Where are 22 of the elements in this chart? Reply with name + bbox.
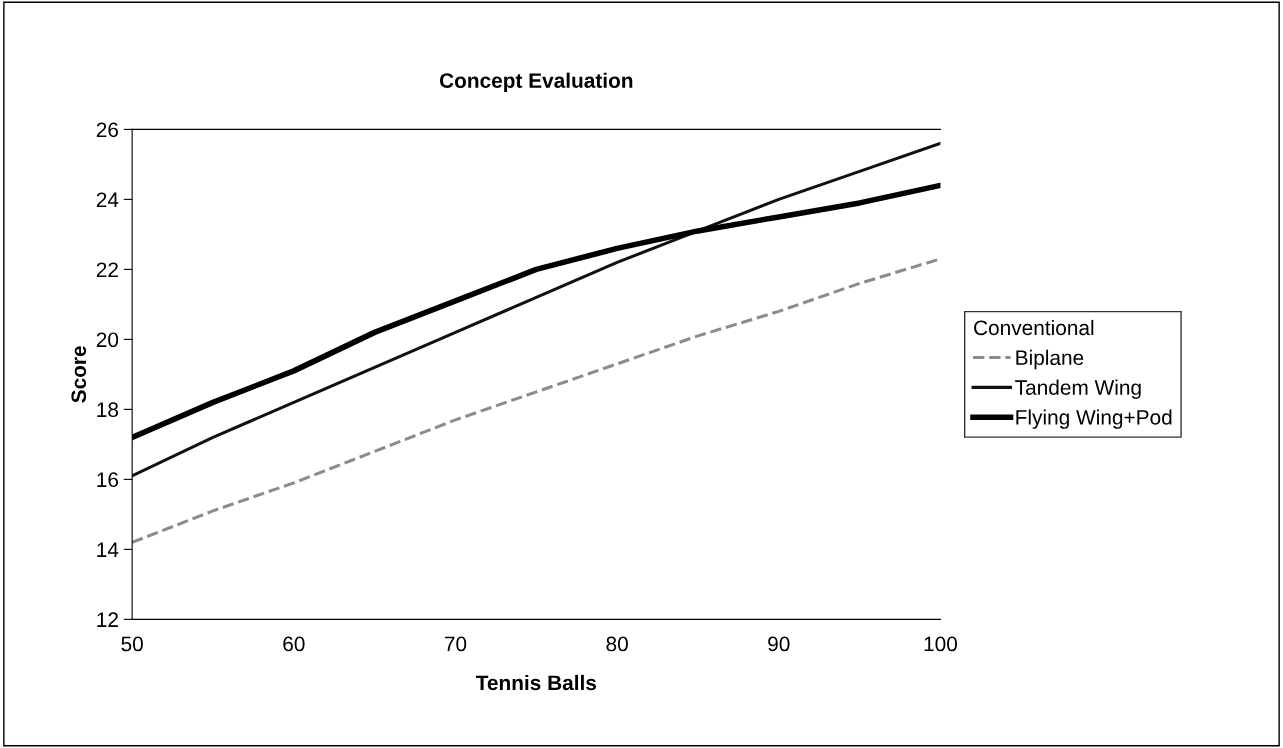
- y-tick-label: 16: [97, 472, 119, 488]
- x-tick-label: 60: [283, 636, 305, 652]
- y-tick-label: 24: [96, 192, 119, 207]
- legend-label: Biplane: [1016, 349, 1084, 370]
- x-tick-label: 90: [768, 636, 790, 652]
- x-tick-label: 80: [606, 636, 628, 652]
- y-tick-label: 18: [97, 402, 119, 418]
- x-tick-label: 50: [121, 636, 143, 652]
- legend-label: Flying Wing+Pod: [1016, 409, 1172, 429]
- legend-label: Tandem Wing: [1015, 379, 1141, 399]
- y-tick-label: 12: [97, 612, 118, 627]
- y-tick-label: 14: [97, 542, 119, 557]
- y-tick-label: 22: [96, 262, 118, 277]
- x-tick-label: 70: [444, 636, 467, 652]
- line-series: [132, 141, 941, 478]
- y-axis-title: Score: [71, 346, 87, 403]
- chart-title: Concept Evaluation: [439, 72, 633, 93]
- x-tick-label: 100: [924, 636, 958, 652]
- legend-title: Conventional: [974, 319, 1094, 336]
- x-axis-title: Tennis Balls: [475, 674, 597, 691]
- y-tick-label: 20: [96, 332, 119, 348]
- y-tick-label: 26: [96, 122, 119, 138]
